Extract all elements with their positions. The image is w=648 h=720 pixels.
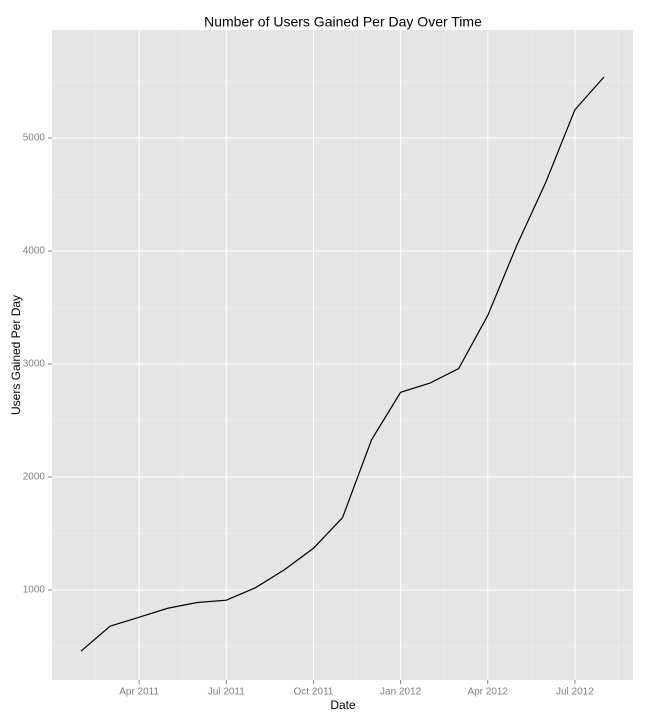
line-series — [80, 76, 605, 652]
y-tick-label: 3000 — [23, 359, 46, 370]
x-tick-label: Oct 2011 — [294, 687, 334, 698]
chart-title: Number of Users Gained Per Day Over Time — [204, 14, 482, 30]
x-tick-label: Jul 2012 — [556, 687, 594, 698]
x-tick-label: Apr 2011 — [119, 687, 159, 698]
y-tick-label: 5000 — [23, 133, 46, 144]
x-tick-label: Apr 2012 — [467, 687, 508, 698]
y-tick-label: 1000 — [23, 585, 46, 596]
y-tick-label: 2000 — [23, 472, 46, 483]
x-tick-label: Jul 2011 — [208, 687, 246, 698]
x-axis-title: Date — [330, 698, 356, 712]
y-axis-title: Users Gained Per Day — [9, 295, 23, 415]
x-tick-label: Jan 2012 — [380, 687, 422, 698]
y-tick-label: 4000 — [23, 246, 46, 257]
